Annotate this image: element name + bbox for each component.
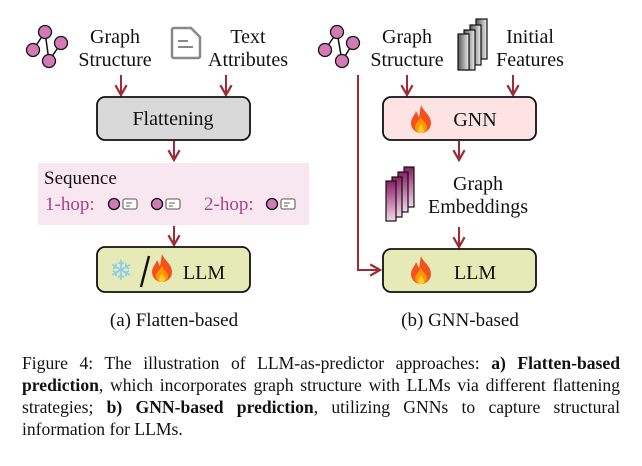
graph-structure-label: Structure	[78, 49, 151, 71]
embedding-stack-icon	[385, 166, 415, 222]
hop2-label: 2-hop:	[204, 194, 254, 215]
gnn-label: GNN	[453, 109, 496, 131]
text-attributes-label: Text	[230, 26, 266, 48]
bypass-arrow	[357, 75, 383, 277]
initial-features-label: Initial	[506, 26, 554, 48]
graph-embeddings-label: Graph	[453, 173, 503, 195]
graph-structure-label: Graph	[90, 26, 140, 48]
graph-structure-label: Graph	[382, 26, 432, 48]
diagram: Graph Structure Text Attributes Flatteni…	[25, 18, 564, 331]
llm-label: LLM	[454, 262, 496, 284]
flattening-label: Flattening	[132, 108, 213, 130]
caption-a-text: , which incorporates graph structure wit…	[22, 375, 620, 417]
caption-b-text: , utilizing GNNs to capture structural i…	[22, 397, 620, 439]
panel-a-caption: (a) Flatten-based	[110, 310, 239, 331]
llm-label: LLM	[183, 262, 225, 284]
caption-prefix: Figure 4: The illustration of LLM-as-pre…	[22, 353, 492, 373]
graph-icon	[317, 24, 361, 69]
sequence-box	[38, 163, 309, 225]
graph-embeddings-label: Embeddings	[428, 196, 528, 218]
graph-structure-label: Structure	[370, 49, 443, 71]
sequence-tokens	[107, 197, 296, 211]
flattening-box	[96, 96, 251, 141]
graph-icon	[25, 24, 69, 69]
document-icon	[170, 26, 202, 60]
sequence-label: Sequence	[44, 168, 117, 189]
panel-b-caption: (b) GNN-based	[401, 310, 519, 331]
initial-features-label: Features	[496, 49, 564, 71]
snowflake-icon: ❄	[109, 256, 132, 287]
feature-stack-icon	[457, 18, 488, 71]
text-attributes-label: Attributes	[208, 49, 288, 71]
slash-divider	[139, 255, 151, 288]
hop1-label: 1-hop:	[45, 194, 95, 215]
caption-b-title: b) GNN-based prediction	[106, 397, 314, 417]
caption-a-title: a) Flatten-based prediction	[22, 353, 620, 395]
llm-box	[96, 246, 251, 293]
figure-caption: Figure 4: The illustration of LLM-as-pre…	[22, 352, 620, 440]
